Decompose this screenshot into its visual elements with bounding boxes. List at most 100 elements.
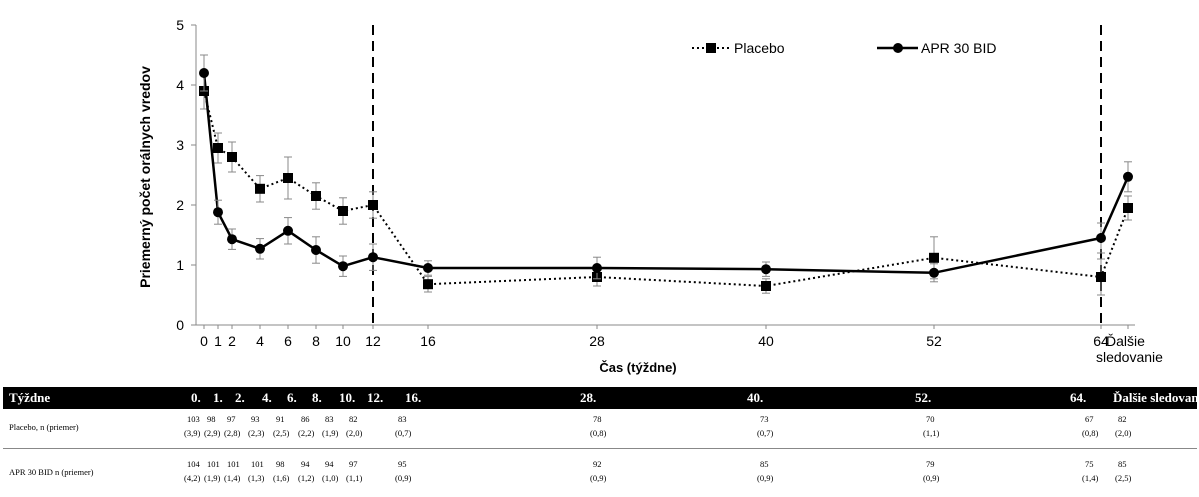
n-cell: 67 bbox=[1085, 414, 1094, 424]
x-tick-label: 10 bbox=[335, 333, 351, 349]
n-cell: 82 bbox=[349, 414, 358, 424]
mean-cell: (1,4) bbox=[1082, 473, 1099, 483]
x-tick-label: 40 bbox=[758, 333, 774, 349]
n-cell: 83 bbox=[325, 414, 334, 424]
mean-cell: (0,9) bbox=[590, 473, 607, 483]
y-tick-label: 2 bbox=[176, 197, 184, 213]
data-point bbox=[199, 68, 209, 78]
data-point bbox=[368, 200, 378, 210]
mean-cell: (2,2) bbox=[298, 428, 315, 438]
legend-marker-apr bbox=[893, 43, 903, 53]
table-header-cell: 64. bbox=[1070, 390, 1087, 405]
n-cell: 101 bbox=[251, 459, 264, 469]
data-point bbox=[929, 267, 939, 278]
x-tick-label: 8 bbox=[312, 333, 320, 349]
n-cell: 75 bbox=[1085, 459, 1094, 469]
data-point bbox=[1123, 203, 1133, 213]
data-point bbox=[1123, 171, 1133, 182]
table-header-label: Týždne bbox=[9, 390, 51, 405]
table-row: APR 30 BID n (priemer) 104 (4,2) 101 (1,9) 10… bbox=[3, 453, 1197, 493]
legend-label: APR 30 BID bbox=[921, 40, 996, 56]
table-header-cell: 0. bbox=[191, 390, 201, 405]
y-tick-label: 3 bbox=[176, 137, 184, 153]
mean-cell: (0,9) bbox=[395, 473, 412, 483]
x-tick-label: 28 bbox=[589, 333, 605, 349]
mean-cell: (3,9) bbox=[184, 428, 201, 438]
x-tick-label: 6 bbox=[284, 333, 292, 349]
data-point bbox=[761, 281, 771, 291]
n-cell: 92 bbox=[593, 459, 602, 469]
x-tick-label: Ďalšie sledovanie bbox=[1096, 333, 1163, 365]
data-point bbox=[213, 207, 223, 218]
data-point bbox=[338, 261, 348, 272]
n-cell: 86 bbox=[301, 414, 310, 424]
data-point bbox=[1096, 272, 1106, 282]
x-tick-label: 16 bbox=[420, 333, 436, 349]
reference-lines bbox=[372, 25, 1102, 325]
y-tick-label: 5 bbox=[176, 17, 184, 33]
mean-cell: (0,8) bbox=[1082, 428, 1099, 438]
n-cell: 101 bbox=[207, 459, 220, 469]
mean-cell: (2,0) bbox=[1115, 428, 1132, 438]
mean-cell: (1,9) bbox=[204, 473, 221, 483]
x-axis-label: Čas (týždne) bbox=[599, 360, 676, 375]
table-header: Týždne 0. 1. 2. 4. 6. 8. 10. 12. 16. 28. 40. 52. 64. Ď… bbox=[3, 387, 1199, 409]
n-cell: 103 bbox=[187, 414, 200, 424]
n-cell: 104 bbox=[187, 459, 200, 469]
row-label: Placebo, n (priemer) bbox=[9, 422, 79, 432]
mean-cell: (1,4) bbox=[224, 473, 241, 483]
mean-cell: (2,0) bbox=[346, 428, 363, 438]
n-cell: 97 bbox=[227, 414, 236, 424]
table-header-cell: 8. bbox=[312, 390, 322, 405]
n-cell: 98 bbox=[207, 414, 216, 424]
table-header-cell: 40. bbox=[747, 390, 764, 405]
mean-cell: (1,1) bbox=[923, 428, 940, 438]
x-tick-label: 12 bbox=[365, 333, 381, 349]
table-header-cell: Ďalšie sledovanie bbox=[1113, 390, 1199, 405]
table-header-cell: 52. bbox=[915, 390, 932, 405]
data-point bbox=[338, 206, 348, 216]
y-axis-label: Priemerný počet orálnych vredov bbox=[137, 66, 153, 288]
x-tick-label: 1 bbox=[214, 333, 222, 349]
data-point bbox=[283, 225, 293, 236]
data-point bbox=[311, 191, 321, 201]
data-point bbox=[213, 143, 223, 153]
mean-cell: (1,0) bbox=[322, 473, 339, 483]
n-cell: 97 bbox=[349, 459, 358, 469]
legend-marker-placebo bbox=[706, 43, 716, 53]
y-tick-label: 4 bbox=[176, 77, 184, 93]
mean-cell: (1,3) bbox=[248, 473, 265, 483]
table-header-cell: 28. bbox=[580, 390, 597, 405]
x-tick-label: 2 bbox=[228, 333, 236, 349]
mean-cell: (2,5) bbox=[273, 428, 290, 438]
data-point bbox=[423, 279, 433, 290]
data-point bbox=[311, 245, 321, 255]
n-cell: 98 bbox=[276, 459, 285, 469]
n-cell: 83 bbox=[398, 414, 407, 424]
x-tick-label: 0 bbox=[200, 333, 208, 349]
n-cell: 79 bbox=[926, 459, 935, 469]
series bbox=[199, 54, 1133, 296]
mean-cell: (2,8) bbox=[224, 428, 241, 438]
data-point bbox=[227, 152, 237, 162]
mean-cell: (0,7) bbox=[395, 428, 412, 438]
data-point bbox=[592, 263, 602, 273]
table-header-cell: 4. bbox=[262, 390, 272, 405]
data-point bbox=[929, 252, 939, 263]
mean-cell: (4,2) bbox=[184, 473, 201, 483]
mean-cell: (0,7) bbox=[757, 428, 774, 438]
mean-cell: (2,9) bbox=[204, 428, 221, 438]
data-point bbox=[227, 234, 237, 245]
y-tick-label: 1 bbox=[176, 257, 184, 273]
n-cell: 70 bbox=[926, 414, 935, 424]
n-cell: 93 bbox=[251, 414, 260, 424]
data-point bbox=[423, 263, 433, 273]
mean-cell: (1,1) bbox=[346, 473, 363, 483]
x-tick-label: 64 bbox=[1093, 333, 1109, 349]
table-row: Placebo, n (priemer) 103 (3,9) 98 (2,9) 97 (2,… bbox=[3, 412, 1197, 449]
data-point bbox=[283, 173, 293, 183]
series-line-1 bbox=[202, 72, 1130, 275]
table-header-cell: 2. bbox=[235, 390, 245, 405]
legend-label: Placebo bbox=[734, 40, 785, 56]
x-tick-label: 52 bbox=[926, 333, 942, 349]
